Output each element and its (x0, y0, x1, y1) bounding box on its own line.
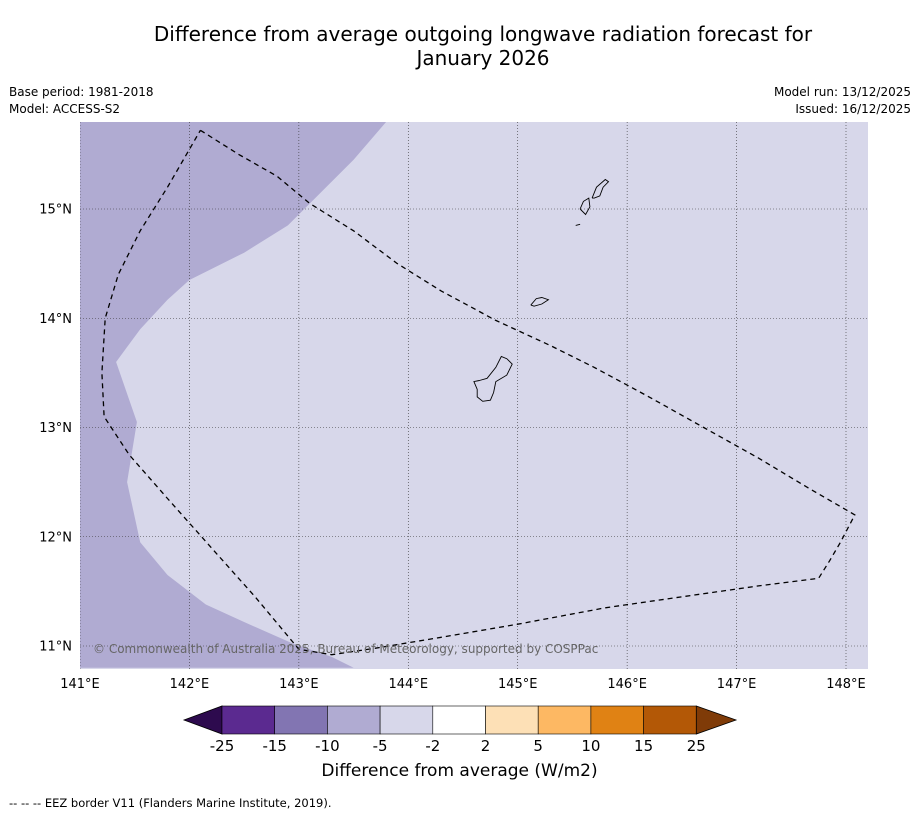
colorbar-segment (432, 705, 486, 735)
lat-tick-label: 13°N (39, 421, 72, 436)
colorbar-tick-label: 10 (581, 737, 600, 755)
lat-tick-label: 11°N (39, 640, 72, 655)
issued-date: Issued: 16/12/2025 (795, 102, 911, 116)
lon-tick-label: 144°E (389, 677, 429, 692)
colorbar-tick-label: 5 (533, 737, 543, 755)
colorbar-tick-label: 25 (687, 737, 706, 755)
colorbar-tick-label: 15 (634, 737, 653, 755)
colorbar-segment (221, 705, 276, 735)
colorbar-segment (379, 705, 434, 735)
colorbar-segment (485, 705, 539, 735)
colorbar: -25 -15 -10 -5 -2 2 5 10 15 25 (182, 705, 738, 755)
colorbar-tick-label: -5 (373, 737, 388, 755)
colorbar-segment (537, 705, 592, 735)
lon-tick-label: 147°E (717, 677, 757, 692)
chart-title: Difference from average outgoing longwav… (60, 22, 906, 70)
colorbar-tick-label: -15 (262, 737, 287, 755)
title-line-1: Difference from average outgoing longwav… (153, 22, 813, 46)
lon-tick-label: 141°E (60, 677, 100, 692)
colorbar-segment (643, 705, 697, 735)
lon-tick-label: 143°E (279, 677, 319, 692)
colorbar-segment (327, 705, 381, 735)
colorbar-tick-label: 2 (481, 737, 491, 755)
lon-tick-label: 145°E (498, 677, 538, 692)
colorbar-tick-label: -25 (210, 737, 235, 755)
island-aguijan (575, 223, 581, 226)
lon-tick-label: 146°E (607, 677, 647, 692)
colorbar-segment (590, 705, 644, 735)
model-name: Model: ACCESS-S2 (9, 102, 121, 116)
lon-tick-label: 142°E (170, 677, 210, 692)
meta-left: Base period: 1981-2018 Model: ACCESS-S2 (9, 84, 154, 118)
colorbar-tick-label: -10 (315, 737, 340, 755)
colorbar-segment (274, 705, 328, 735)
island-rota (530, 297, 550, 307)
island-guam (473, 355, 513, 402)
base-period: Base period: 1981-2018 (9, 85, 154, 99)
island-saipan (591, 178, 610, 199)
eez-border (101, 129, 856, 656)
colorbar-extend-low (182, 705, 223, 735)
anomaly-fill-strong (80, 122, 387, 668)
footnote: -- -- -- EEZ border V11 (Flanders Marine… (9, 796, 332, 810)
map-plot-area: © Commonwealth of Australia 2025, Bureau… (80, 122, 868, 669)
lat-tick-label: 15°N (39, 203, 72, 218)
colorbar-tick-label: -2 (425, 737, 440, 755)
model-run: Model run: 13/12/2025 (773, 85, 911, 99)
island-tinian (579, 197, 591, 216)
title-line-2: January 2026 (416, 46, 550, 70)
meta-right: Model run: 13/12/2025 Issued: 16/12/2025 (774, 84, 911, 118)
lat-tick-label: 14°N (39, 312, 72, 327)
colorbar-label: Difference from average (W/m2) (321, 761, 598, 781)
lon-tick-label: 148°E (826, 677, 866, 692)
lat-tick-label: 12°N (39, 530, 72, 545)
copyright-text: © Commonwealth of Australia 2025, Bureau… (93, 642, 598, 656)
colorbar-extend-high (695, 705, 738, 735)
